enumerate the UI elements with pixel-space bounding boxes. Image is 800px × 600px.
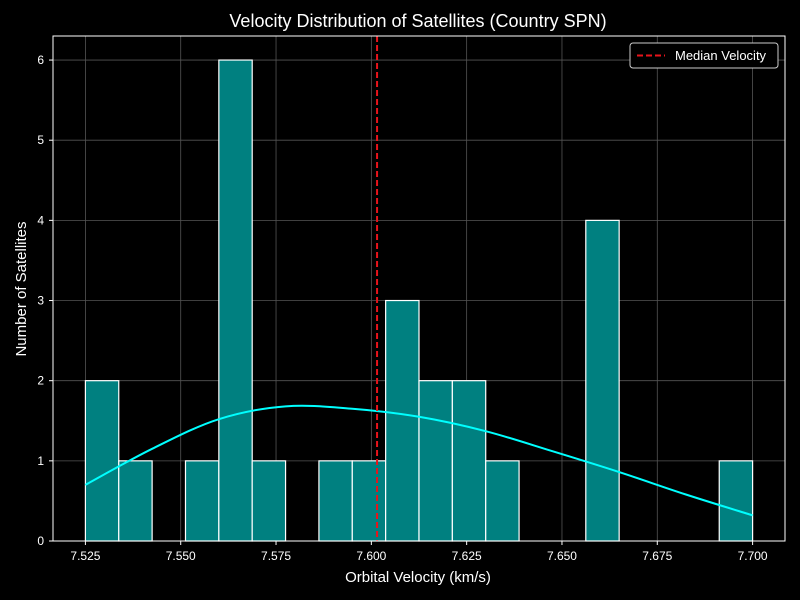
y-tick-label-6: 6 (37, 53, 44, 67)
x-tick-label-7: 7.700 (738, 549, 768, 563)
y-tick-label-3: 3 (37, 294, 44, 308)
axis-ticks: 7.525 7.550 7.575 7.600 7.625 7.650 7.675 7.700… (37, 53, 768, 563)
legend-median-label: Median Velocity (675, 48, 767, 63)
histogram-bar-15 (585, 219, 620, 542)
y-tick-label-0: 0 (37, 534, 44, 548)
histogram-bar-3 (184, 460, 220, 542)
y-tick-label-4: 4 (37, 213, 44, 227)
histogram-bar-9 (385, 299, 420, 542)
x-tick-label-3: 7.600 (356, 549, 386, 563)
histogram-bar-0 (84, 380, 120, 542)
histogram-bar-1 (118, 460, 153, 542)
histogram-bar-4 (218, 59, 253, 542)
kde-curve-layer (84, 404, 753, 517)
legend-box (629, 42, 779, 69)
histogram-bar-10 (418, 380, 453, 542)
x-tick-label-5: 7.650 (547, 549, 577, 563)
legend: Median Velocity (629, 42, 779, 69)
histogram-bar-11 (451, 380, 487, 542)
plot-frame (52, 35, 786, 542)
histogram-bar-5 (251, 460, 287, 542)
y-tick-label-1: 1 (37, 454, 44, 468)
x-tick-label-1: 7.550 (166, 549, 196, 563)
histogram-bar-19 (718, 460, 754, 542)
y-tick-label-5: 5 (37, 133, 44, 147)
x-tick-label-4: 7.625 (452, 549, 482, 563)
histogram-bar-8 (351, 460, 387, 542)
histogram-bars (84, 59, 754, 542)
x-tick-label-0: 7.525 (70, 549, 100, 563)
histogram-bar-7 (318, 460, 353, 542)
y-tick-label-2: 2 (37, 374, 44, 388)
y-axis-label: Number of Satellites (13, 221, 30, 356)
chart-title: Velocity Distribution of Satellites (Cou… (229, 11, 606, 31)
x-tick-label-2: 7.575 (261, 549, 291, 563)
histogram-bar-12 (485, 460, 520, 542)
kde-curve (84, 404, 753, 517)
x-axis-label: Orbital Velocity (km/s) (345, 569, 491, 586)
x-tick-label-6: 7.675 (642, 549, 672, 563)
